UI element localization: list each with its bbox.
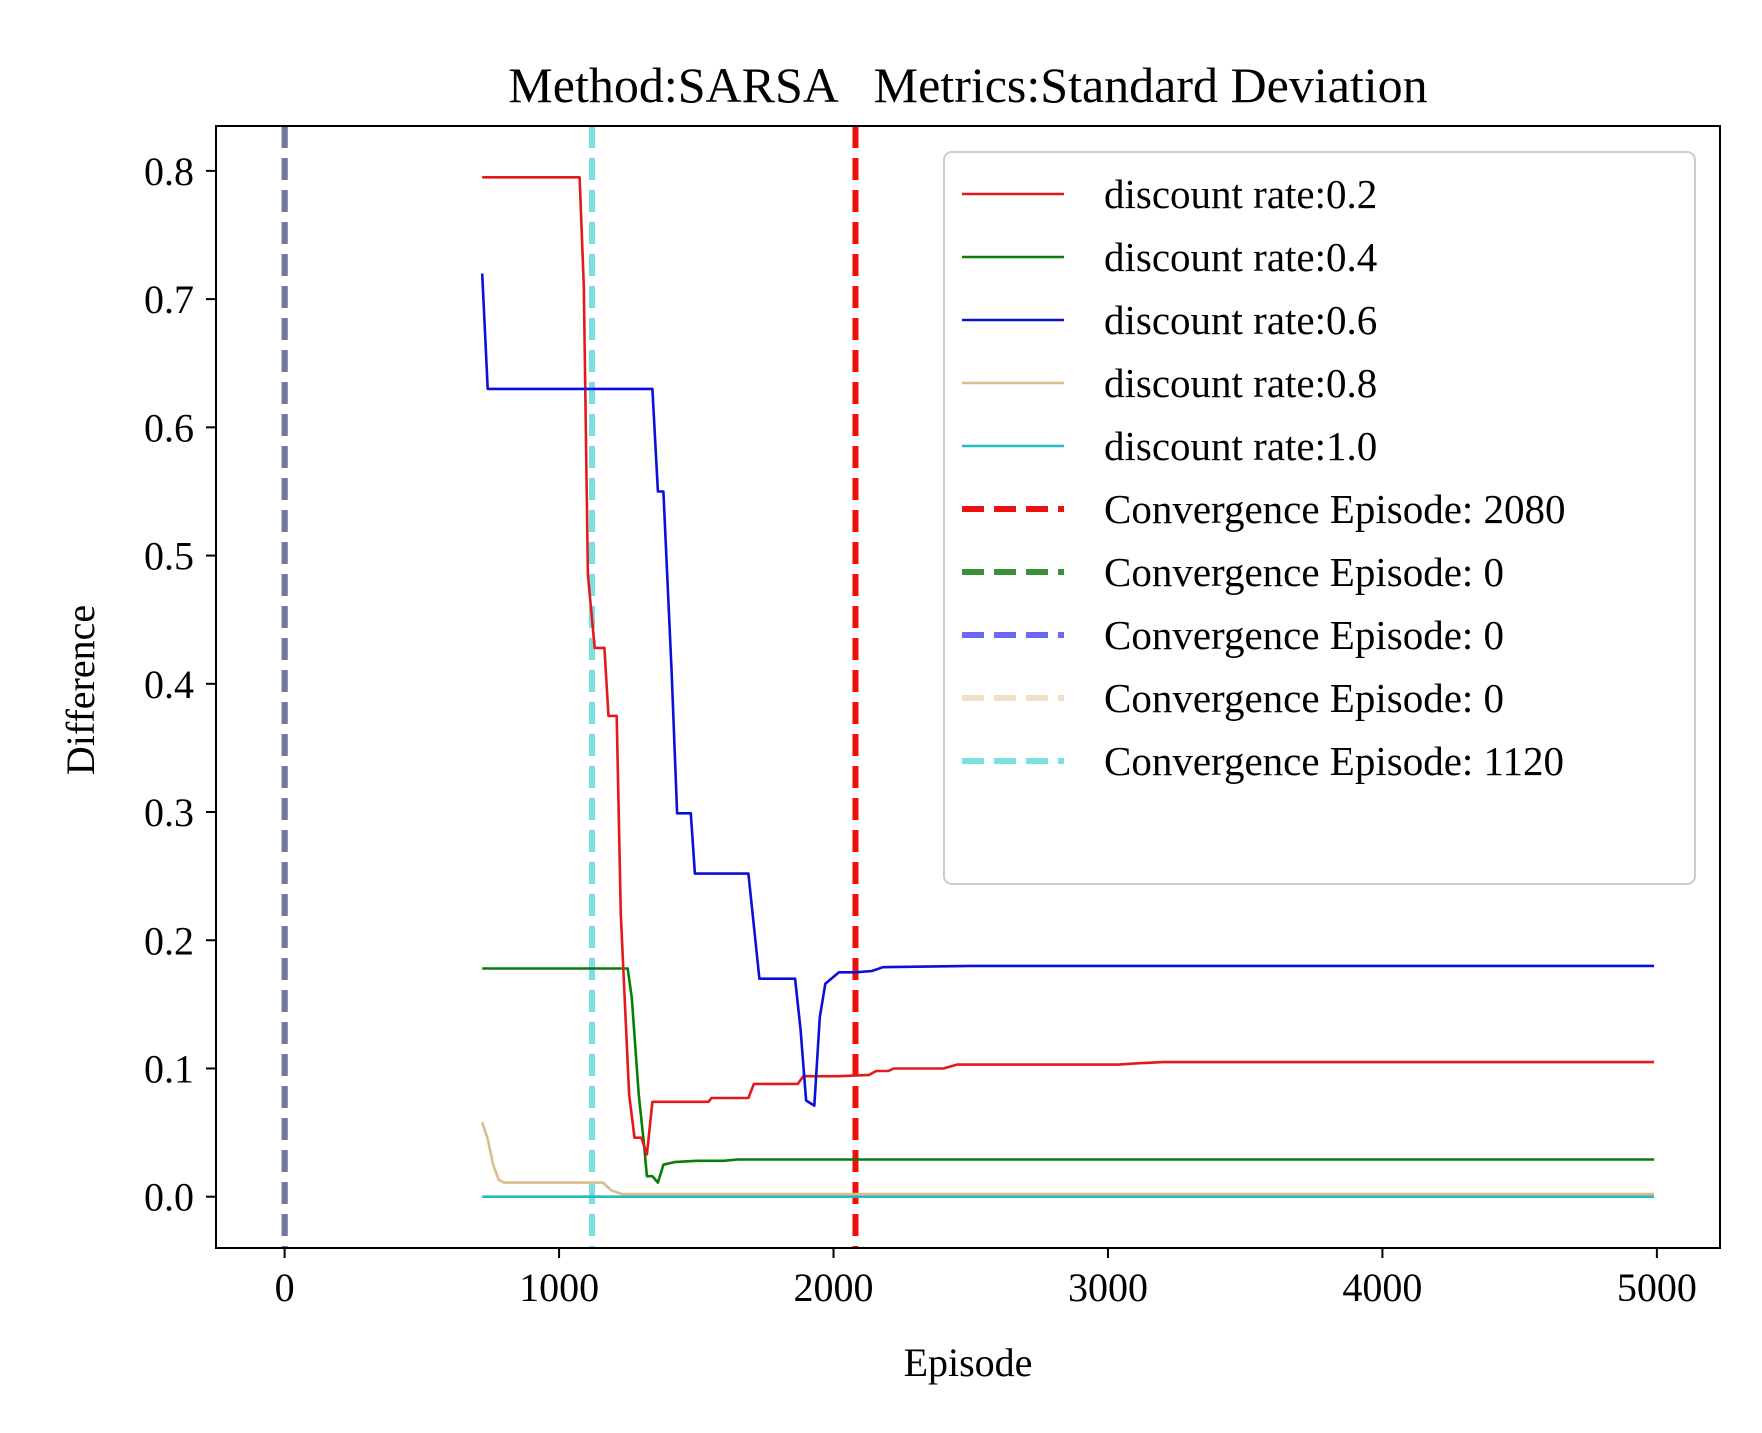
legend: discount rate:0.2 discount rate:0.4 discou… [943,151,1696,885]
series-line-1 [482,967,1655,1184]
y-tick-label: 0.0 [144,1175,194,1220]
x-tick-label: 0 [275,1265,295,1310]
convergence-lines [281,126,859,1248]
legend-label: discount rate:1.0 [1104,423,1377,469]
y-axis-ticks: 0.0 0.1 0.2 0.3 0.4 0.5 0.6 0.7 0.8 [144,149,216,1220]
legend-label: discount rate:0.6 [1104,297,1377,343]
legend-label: Convergence Episode: 0 [1104,612,1504,658]
y-tick-label: 0.3 [144,790,194,835]
y-tick-label: 0.8 [144,149,194,194]
series-line-2 [480,273,1655,1107]
x-tick-label: 2000 [794,1265,874,1310]
legend-label: discount rate:0.2 [1104,171,1377,217]
y-tick-label: 0.5 [144,534,194,579]
x-axis-label: Episode [904,1340,1033,1385]
x-tick-label: 4000 [1342,1265,1422,1310]
x-tick-label: 3000 [1068,1265,1148,1310]
plot-area [281,126,1655,1248]
plot-frame [215,125,1721,1249]
x-tick-label: 5000 [1617,1265,1697,1310]
chart-title: Method:SARSA Metrics:Standard Deviation [508,57,1427,113]
legend-label: Convergence Episode: 2080 [1104,486,1566,532]
legend-label: discount rate:0.8 [1104,360,1377,406]
x-tick-label: 1000 [519,1265,599,1310]
y-tick-label: 0.1 [144,1046,194,1091]
legend-label: Convergence Episode: 0 [1104,675,1504,721]
y-tick-label: 0.6 [144,405,194,450]
legend-frame [943,151,1696,885]
legend-label: discount rate:0.4 [1104,234,1377,280]
y-tick-label: 0.2 [144,918,194,963]
series-line-3 [480,1121,1655,1196]
x-axis-ticks: 0 1000 2000 3000 4000 5000 [275,1248,1697,1310]
legend-label: Convergence Episode: 0 [1104,549,1504,595]
y-tick-label: 0.7 [144,277,194,322]
series-line-0 [482,176,1655,1156]
y-tick-label: 0.4 [144,662,194,707]
series-lines [480,176,1655,1198]
y-axis-label: Difference [58,605,103,775]
legend-label: Convergence Episode: 1120 [1104,738,1564,784]
